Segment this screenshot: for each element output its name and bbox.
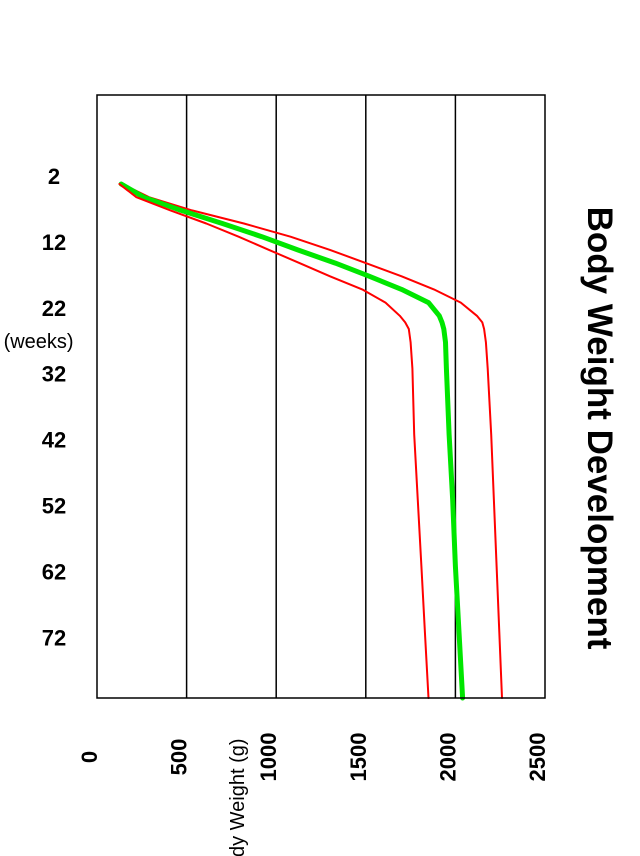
x-tick-label: 32 (42, 362, 66, 387)
x-axis-title: Age (weeks) (0, 331, 74, 353)
y-tick-label: 0 (77, 751, 102, 763)
grid-lines (185, 95, 457, 698)
x-tick-label: 42 (42, 428, 66, 453)
y-tick-label: 1000 (256, 733, 281, 782)
chart-title: Body Weight Development (580, 207, 619, 650)
x-tick-label: 52 (42, 493, 66, 518)
x-tick-label: 22 (42, 296, 66, 321)
series-lines (118, 181, 503, 701)
series-line-upper (121, 183, 503, 699)
x-tick-label: 62 (42, 559, 66, 584)
x-axis-ticks: 2 12 22 32 42 52 62 72 (42, 164, 66, 650)
y-tick-label: 2500 (525, 733, 550, 782)
y-axis-ticks: 0 500 1000 1500 2000 2500 (77, 733, 550, 782)
y-tick-label: 2000 (435, 733, 460, 782)
y-tick-label: 500 (167, 739, 192, 776)
plot-frame (96, 94, 546, 699)
y-axis-title: Body Weight (g) (227, 738, 249, 856)
x-tick-label: 12 (42, 230, 66, 255)
series-line-lower (118, 183, 430, 699)
y-tick-label: 1500 (346, 733, 371, 782)
x-tick-label: 72 (42, 625, 66, 650)
series-line-mean (118, 181, 466, 701)
x-tick-label: 2 (48, 164, 60, 189)
